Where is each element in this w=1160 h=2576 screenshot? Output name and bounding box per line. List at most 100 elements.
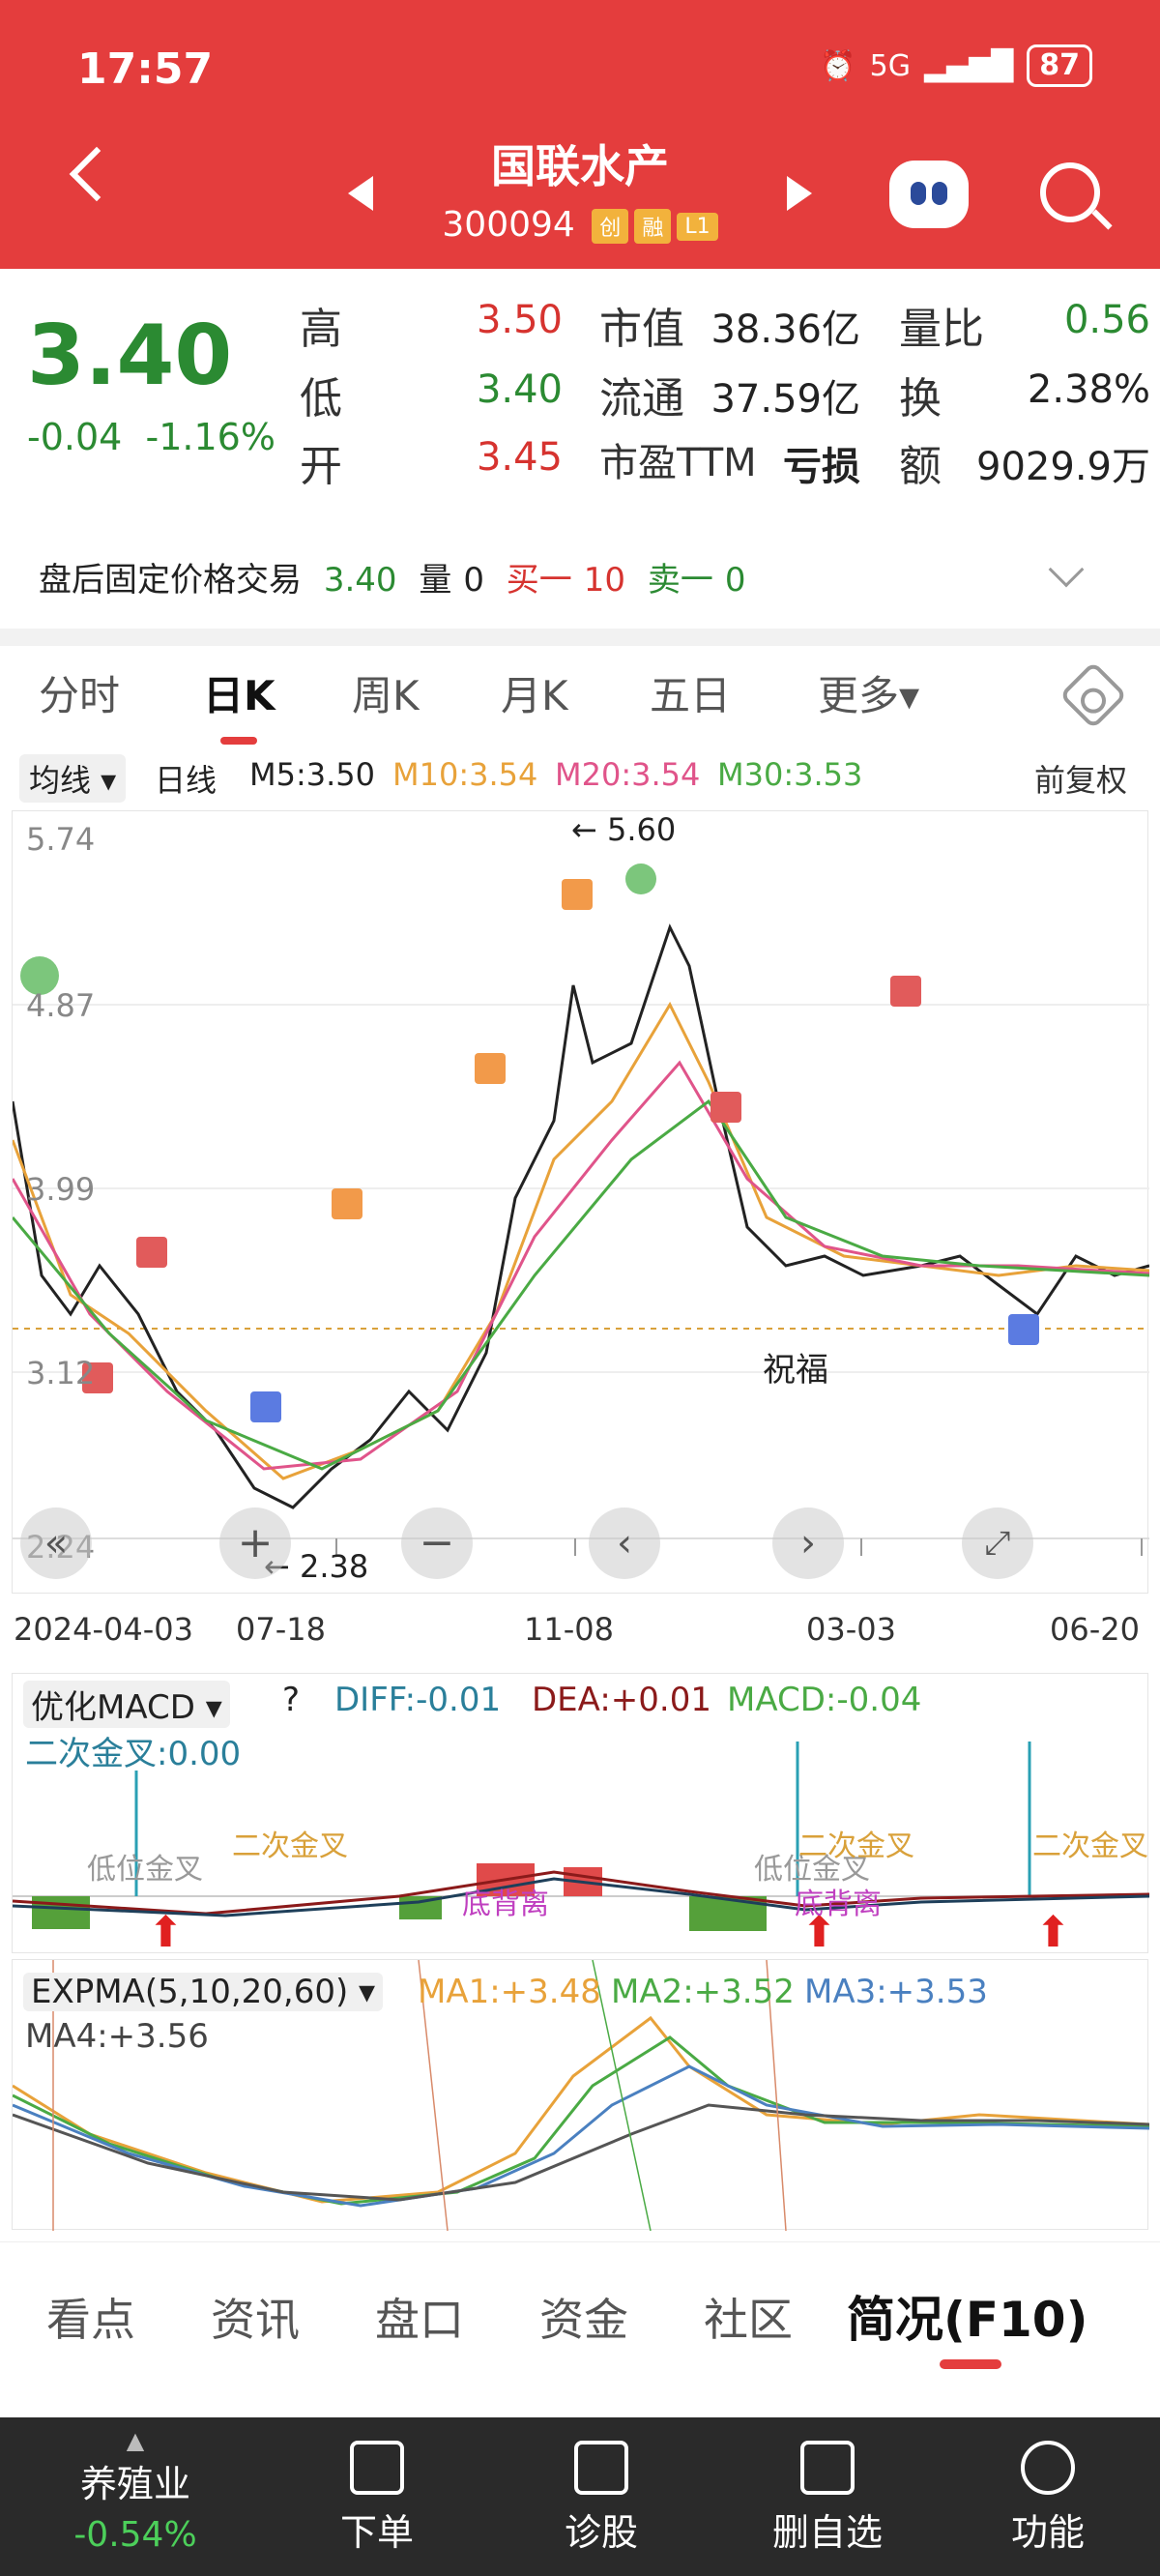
next-stock-icon[interactable] xyxy=(787,176,812,211)
scroll-left-icon[interactable]: ‹ xyxy=(589,1508,660,1579)
expma-ma3: MA3:+3.53 xyxy=(804,1973,988,2011)
network-label: 5G xyxy=(869,48,911,83)
scroll-right-icon[interactable]: › xyxy=(772,1508,844,1579)
status-icons: ⏰ 5G ▂▄▆█ 87 xyxy=(820,44,1092,87)
price-change: -0.04 -1.16% xyxy=(27,416,276,458)
macd-label-4: 低位金叉 xyxy=(754,1853,870,1887)
date-label-1: 2024-04-03 xyxy=(14,1611,193,1648)
sell1-value: 0 xyxy=(724,561,746,600)
y-axis-3: 3.99 xyxy=(26,1171,96,1208)
tag-rong: 融 xyxy=(634,209,672,244)
macd-dea: DEA:+0.01 xyxy=(532,1681,711,1719)
adjust-select[interactable]: 前复权 xyxy=(1034,762,1128,799)
macd-chart[interactable]: ⬆ ⬆ ⬆ xyxy=(12,1673,1150,1957)
ma-select[interactable]: 均线 ▾ xyxy=(19,754,127,803)
expma-chart[interactable] xyxy=(12,1959,1150,2232)
expma-ma4: MA4:+3.56 xyxy=(25,2017,209,2056)
turnover-label: 换 xyxy=(899,374,942,424)
amount-value: 9029.9万 xyxy=(976,445,1150,489)
kline-chart[interactable]: 5.74 4.87 3.99 3.12 2.24 ← 5.60 ← 2.38 祝… xyxy=(11,810,1150,1594)
search-icon[interactable] xyxy=(1040,162,1100,222)
tab-five-day[interactable]: 五日 xyxy=(650,672,732,719)
turnover-value: 2.38% xyxy=(1027,367,1150,412)
sector-pct: -0.54% xyxy=(73,2515,197,2555)
low-label: 低 xyxy=(300,374,342,424)
ma30-value: M30:3.53 xyxy=(717,756,863,793)
after-hours-vol-label: 量 xyxy=(419,561,452,600)
low-mark-value: 2.38 xyxy=(299,1548,369,1585)
high-value: 3.50 xyxy=(476,298,563,342)
macd-sub: 二次金叉:0.00 xyxy=(25,1735,242,1773)
expma-ma1: MA1:+3.48 xyxy=(418,1973,601,2011)
rewind-icon[interactable]: « xyxy=(20,1508,92,1579)
tab-funds[interactable]: 资金 xyxy=(539,2294,628,2346)
ma5-value: M5:3.50 xyxy=(249,756,375,793)
remove-watchlist-button[interactable]: 删自选 xyxy=(750,2417,905,2576)
zoom-out-icon[interactable]: − xyxy=(401,1508,473,1579)
menu-icon xyxy=(1021,2441,1075,2495)
zoom-in-icon[interactable]: + xyxy=(219,1508,291,1579)
diagnose-label: 诊股 xyxy=(564,2511,638,2554)
ma20-value: M20:3.54 xyxy=(555,756,701,793)
tab-highlights[interactable]: 看点 xyxy=(46,2294,135,2346)
tab-daily-k[interactable]: 日K xyxy=(203,672,276,719)
diagnose-button[interactable]: 诊股 xyxy=(534,2417,669,2576)
mktcap-value: 38.36亿 xyxy=(710,307,860,352)
tab-news[interactable]: 资讯 xyxy=(211,2294,300,2346)
pe-label: 市盈TTM xyxy=(599,441,757,485)
open-label: 开 xyxy=(300,442,342,491)
active-info-tab-indicator xyxy=(940,2359,1001,2369)
buy1-value: 10 xyxy=(583,561,626,600)
macd-label-3: 底背离 xyxy=(462,1888,549,1921)
tab-weekly-k[interactable]: 周K xyxy=(352,672,420,719)
up-arrow-icon: ⬆ xyxy=(801,1908,837,1954)
tab-more[interactable]: 更多▾ xyxy=(818,672,920,719)
after-hours-vol: 0 xyxy=(463,561,484,600)
active-tab-indicator xyxy=(220,737,257,745)
date-label-2: 07-18 xyxy=(236,1611,326,1648)
kline-svg xyxy=(11,864,1150,1556)
assistant-robot-icon[interactable] xyxy=(889,161,969,228)
fullscreen-icon[interactable]: ⤢ xyxy=(962,1508,1033,1579)
macd-select[interactable]: 优化MACD ▾ xyxy=(23,1681,230,1728)
buy1-label: 买一 xyxy=(506,561,572,600)
sector-item[interactable]: ▲ 养殖业 -0.54% xyxy=(39,2417,232,2576)
macd-diff: DIFF:-0.01 xyxy=(334,1681,502,1719)
after-hours-label: 盘后固定价格交易 xyxy=(39,561,302,600)
expma-select[interactable]: EXPMA(5,10,20,60) ▾ xyxy=(23,1973,384,2011)
current-price: 3.40 xyxy=(27,307,233,404)
status-time: 17:57 xyxy=(77,44,214,94)
tab-monthly-k[interactable]: 月K xyxy=(501,672,568,719)
prev-stock-icon[interactable] xyxy=(348,176,373,211)
sector-name: 养殖业 xyxy=(79,2463,190,2505)
note-label: 祝福 xyxy=(763,1351,828,1390)
diagnose-icon xyxy=(574,2441,628,2495)
price-line xyxy=(11,923,1150,1509)
macd-value: MACD:-0.04 xyxy=(727,1681,922,1719)
macd-label-5: 底背离 xyxy=(795,1888,882,1921)
chevron-down-icon[interactable] xyxy=(1048,551,1085,588)
ma-bar: 均线 ▾ 日线 M5:3.50 M10:3.54 M20:3.54 M30:3.… xyxy=(0,752,1160,805)
y-axis-top: 5.74 xyxy=(26,821,96,858)
help-icon[interactable]: ? xyxy=(282,1681,301,1719)
tag-chuang: 创 xyxy=(592,209,629,244)
y-axis-4: 3.12 xyxy=(26,1355,96,1391)
up-arrow-icon: ⬆ xyxy=(148,1908,184,1954)
open-value: 3.45 xyxy=(476,435,563,480)
chart-period-tabs: 分时 日K 周K 月K 五日 更多▾ xyxy=(0,663,1160,741)
tag-l1: L1 xyxy=(677,212,718,241)
tab-orderbook[interactable]: 盘口 xyxy=(375,2294,464,2346)
function-button[interactable]: 功能 xyxy=(980,2417,1116,2576)
macd-label-2: 二次金叉 xyxy=(232,1830,348,1863)
tab-community[interactable]: 社区 xyxy=(704,2294,793,2346)
date-label-4: 03-03 xyxy=(806,1611,896,1648)
date-label-3: 11-08 xyxy=(524,1611,614,1648)
tab-intraday[interactable]: 分时 xyxy=(39,672,121,719)
tab-profile-f10[interactable]: 简况(F10) xyxy=(847,2292,1088,2348)
function-label: 功能 xyxy=(1010,2511,1085,2554)
order-button[interactable]: 下单 xyxy=(309,2417,445,2576)
volratio-label: 量比 xyxy=(899,305,984,354)
macd-label-6: 二次金叉 xyxy=(798,1830,914,1863)
remove-watchlist-icon xyxy=(800,2441,855,2495)
